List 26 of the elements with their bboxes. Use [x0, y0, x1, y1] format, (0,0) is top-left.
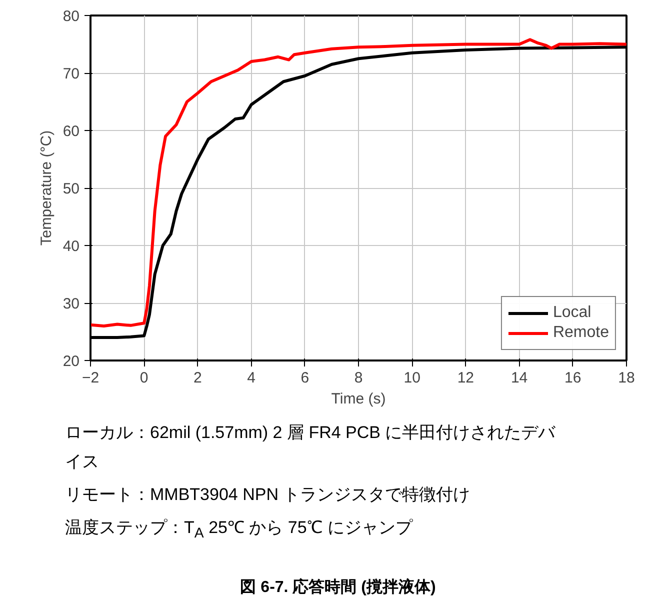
y-tick-label: 30	[62, 296, 80, 312]
x-tick-label: 16	[564, 370, 582, 386]
y-tick-label: 70	[62, 66, 80, 82]
y-tick-label: 80	[62, 8, 80, 25]
legend-label: Remote	[552, 324, 609, 342]
legend-label: Local	[552, 304, 592, 322]
y-tick-label: 60	[62, 123, 80, 140]
y-tick-label: 50	[62, 180, 80, 198]
x-tick-label: 0	[140, 370, 148, 386]
y-tick-label: 20	[62, 353, 80, 370]
x-tick-label: 14	[510, 370, 528, 386]
x-axis-title: Time (s)	[331, 390, 386, 408]
text: ローカル：62mil (1.57mm) 2 層 FR4 PCB に半田付けされたデバイス	[65, 422, 556, 473]
x-tick-label: 8	[354, 370, 363, 386]
text: 温度ステップ：T$_{A}$ 25℃ から 75℃ にジャンプ	[65, 516, 414, 544]
x-tick-label: 12	[457, 370, 474, 386]
text: リモート：MMBT3904 NPN トランジスタで特徴付け	[65, 484, 472, 506]
x-tick-label: 6	[300, 370, 310, 386]
text: 図 6-7. 応答時間 (撹拌液体)	[239, 577, 437, 598]
x-tick-label: 4	[247, 370, 256, 386]
x-tick-label: 10	[404, 370, 420, 386]
y-axis-title: Temperature (°C)	[38, 130, 55, 246]
y-tick-label: 40	[62, 238, 80, 255]
x-tick-label: 2	[194, 370, 202, 386]
x-tick-label: 18	[618, 370, 635, 386]
x-tick-label: −2	[82, 370, 100, 386]
